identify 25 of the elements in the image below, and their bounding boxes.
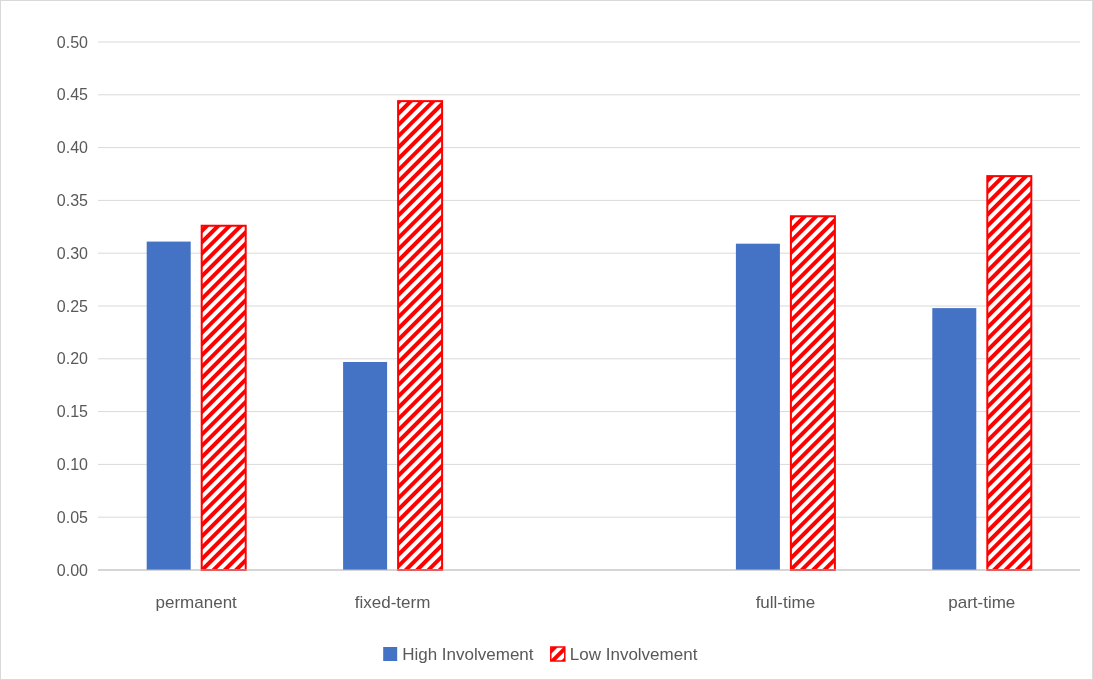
y-tick-label: 0.50 <box>56 33 89 51</box>
y-tick-label: 0.25 <box>56 297 89 315</box>
bar <box>986 175 1033 571</box>
bar <box>932 308 977 570</box>
legend-label: High Involvement <box>402 644 534 664</box>
y-tick-label: 0.40 <box>56 139 89 157</box>
bar <box>200 224 247 571</box>
bar <box>397 100 444 571</box>
bar <box>789 215 836 571</box>
x-tick-label: part-time <box>948 593 1016 612</box>
bar <box>343 361 388 570</box>
y-tick-label: 0.30 <box>56 244 89 262</box>
y-tick-label: 0.05 <box>56 508 89 526</box>
y-tick-label: 0.35 <box>56 192 89 209</box>
legend-label: Low Involvement <box>569 644 698 664</box>
y-tick-label: 0.00 <box>56 561 89 579</box>
x-tick-label: fixed-term <box>354 593 431 612</box>
x-tick-label: permanent <box>155 593 238 612</box>
x-tick-label: full-time <box>755 593 816 612</box>
y-tick-label: 0.45 <box>56 86 89 104</box>
y-tick-label: 0.15 <box>56 403 89 421</box>
y-tick-label: 0.10 <box>56 456 89 473</box>
y-tick-label: 0.20 <box>56 350 89 368</box>
bar <box>146 241 191 570</box>
bar <box>735 243 780 570</box>
